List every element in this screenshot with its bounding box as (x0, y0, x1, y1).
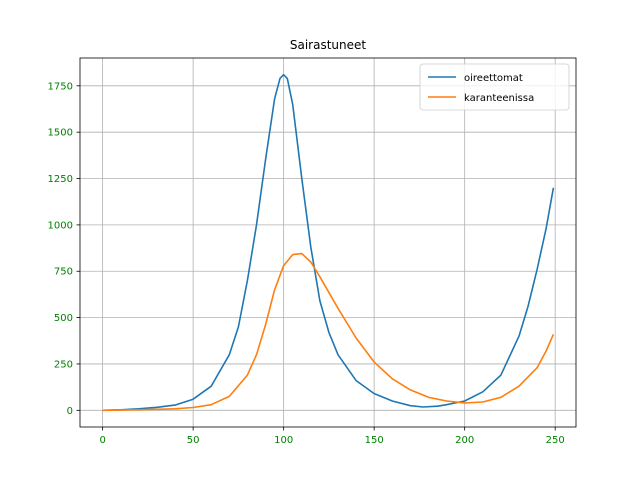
legend-label: oireettomat (464, 73, 523, 84)
x-tick-label: 0 (99, 435, 105, 446)
grid-lines (80, 58, 576, 427)
plot-area-frame (79, 57, 577, 428)
series-layer (102, 73, 555, 412)
y-tick-label: 1000 (48, 220, 73, 231)
series-line-oireettomat (102, 73, 555, 412)
x-tick-label: 200 (455, 435, 474, 446)
y-tick-label: 1250 (48, 174, 73, 185)
chart-title: Sairastuneet (290, 38, 367, 52)
y-tick-label: 250 (54, 359, 73, 370)
x-tick-label: 100 (274, 435, 293, 446)
x-tick-label: 50 (187, 435, 200, 446)
series-line-karanteenissa (102, 252, 555, 412)
y-tick-label: 0 (67, 406, 73, 417)
x-tick-label: 250 (546, 435, 565, 446)
legend: oireettomat karanteenissa (419, 63, 570, 111)
legend-box (419, 63, 570, 111)
x-axis: 0 50 100 150 200 250 (99, 427, 565, 446)
y-tick-label: 1750 (48, 81, 73, 92)
y-axis: 0 250 500 750 1000 1250 1500 1750 (48, 81, 80, 417)
y-tick-label: 500 (54, 313, 73, 324)
y-tick-label: 750 (54, 267, 73, 278)
x-tick-label: 150 (365, 435, 384, 446)
y-tick-label: 1500 (48, 128, 73, 139)
legend-label: karanteenissa (464, 93, 534, 104)
